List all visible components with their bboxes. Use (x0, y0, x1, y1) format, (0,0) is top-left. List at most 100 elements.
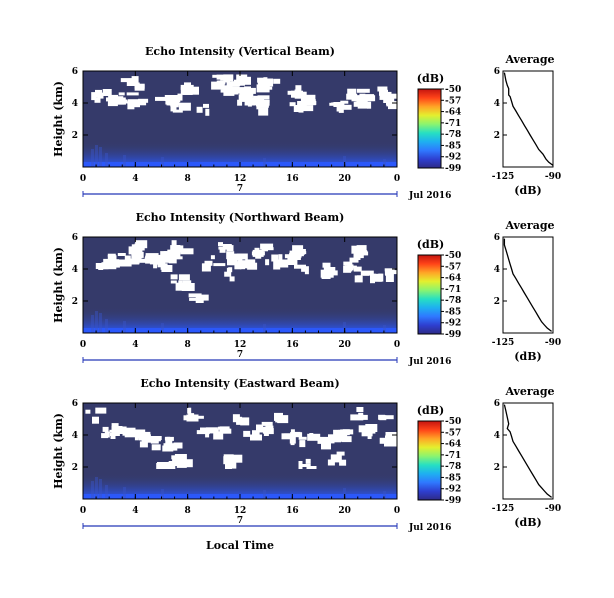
y-tick-label: 6 (72, 233, 78, 243)
no-data-block (298, 436, 307, 440)
no-data-block (164, 437, 169, 441)
no-data-block (175, 282, 187, 291)
average-x-tick-label: -90 (545, 338, 561, 348)
no-data-block (342, 429, 350, 436)
no-data-block (295, 245, 303, 249)
colorbar (417, 254, 442, 335)
no-data-block (261, 421, 273, 426)
no-data-block (183, 87, 193, 95)
surface-plume (383, 325, 386, 333)
colorbar (417, 420, 442, 501)
colorbar-tick-label: -57 (445, 96, 461, 106)
surface-plume (123, 487, 126, 499)
no-data-block (118, 259, 132, 267)
no-data-block (202, 263, 209, 270)
no-data-block (338, 106, 344, 113)
no-data-block (136, 101, 147, 106)
no-data-block (196, 106, 203, 113)
no-data-block (170, 106, 177, 112)
average-y-tick-label: 4 (494, 265, 500, 275)
no-data-block (263, 77, 268, 86)
no-data-block (354, 275, 363, 283)
colorbar-unit: (dB) (417, 238, 444, 251)
no-data-block (200, 427, 211, 433)
no-data-block (359, 93, 366, 99)
date-label: Jul 2016 (408, 523, 451, 533)
no-data-block (267, 86, 273, 90)
x-tick-label: 0 (394, 340, 400, 350)
surface-plume (105, 319, 108, 333)
no-data-block (91, 92, 97, 101)
no-data-block (198, 294, 209, 301)
no-data-block (330, 454, 342, 463)
no-data-block (161, 254, 171, 263)
no-data-block (301, 267, 306, 272)
no-data-block (236, 253, 248, 260)
colorbar-tick-label: -64 (445, 108, 461, 118)
x-tick-label: 12 (234, 174, 247, 184)
no-data-block (287, 257, 298, 265)
no-data-block (350, 414, 364, 421)
day-label: 7 (237, 516, 243, 526)
average-title: Average (504, 219, 554, 232)
no-data-block (257, 86, 262, 90)
no-data-block (151, 444, 161, 451)
colorbar (417, 88, 442, 169)
no-data-block (181, 283, 195, 291)
no-data-block (356, 251, 369, 256)
heatmap-panel-2: Echo Intensity (Northward Beam)0 4 8 12 16 20… (52, 211, 461, 367)
no-data-block (298, 104, 304, 113)
no-data-block (219, 426, 230, 434)
day-label: 7 (237, 350, 243, 360)
no-data-block (189, 297, 202, 301)
no-data-block (251, 251, 265, 256)
colorbar-tick-label: -78 (445, 296, 461, 306)
no-data-block (131, 247, 143, 255)
no-data-block (255, 252, 262, 259)
no-data-block (365, 428, 376, 434)
no-data-block (305, 458, 311, 464)
colorbar-tick-label: -99 (445, 164, 461, 174)
no-data-block (228, 253, 240, 260)
no-data-block (357, 100, 368, 109)
average-frame (502, 70, 554, 168)
no-data-block (109, 95, 117, 102)
surface-plume (343, 488, 346, 499)
no-data-block (227, 257, 237, 266)
surface-plume (263, 324, 266, 333)
x-tick-label: 4 (132, 174, 138, 184)
no-data-block (213, 431, 224, 440)
no-data-block (236, 420, 249, 425)
no-data-block (256, 84, 270, 93)
no-data-block (172, 245, 181, 250)
colorbar-tick-label: -71 (445, 451, 461, 461)
no-data-block (153, 260, 158, 269)
colorbar-tick-label: -99 (445, 496, 461, 506)
no-data-block (205, 108, 210, 116)
no-data-block (173, 459, 182, 462)
no-data-block (228, 267, 233, 273)
no-data-block (295, 85, 302, 94)
average-profile-panel-1: Average 6 4 2 -125 -90 (dB) (492, 53, 561, 197)
no-data-block (137, 253, 142, 261)
no-data-block (107, 100, 118, 107)
x-tick-label: 0 (80, 174, 86, 184)
x-tick-label: 16 (286, 506, 299, 516)
no-data-block (180, 248, 194, 255)
no-data-block (104, 431, 110, 438)
no-data-block (290, 429, 295, 435)
y-tick-label: 6 (72, 399, 78, 409)
no-data-block (212, 74, 218, 78)
no-data-block (379, 437, 388, 444)
no-data-block (240, 261, 245, 270)
average-x-tick-label: -90 (545, 172, 561, 182)
surface-plume (91, 149, 94, 167)
no-data-block (244, 86, 251, 94)
no-data-block (126, 92, 139, 96)
no-data-block (186, 414, 199, 422)
no-data-block (254, 99, 264, 105)
no-data-block (388, 96, 393, 104)
average-title: Average (504, 385, 554, 398)
y-axis-label: Height (km) (52, 81, 65, 157)
average-y-tick-label: 2 (494, 463, 500, 473)
